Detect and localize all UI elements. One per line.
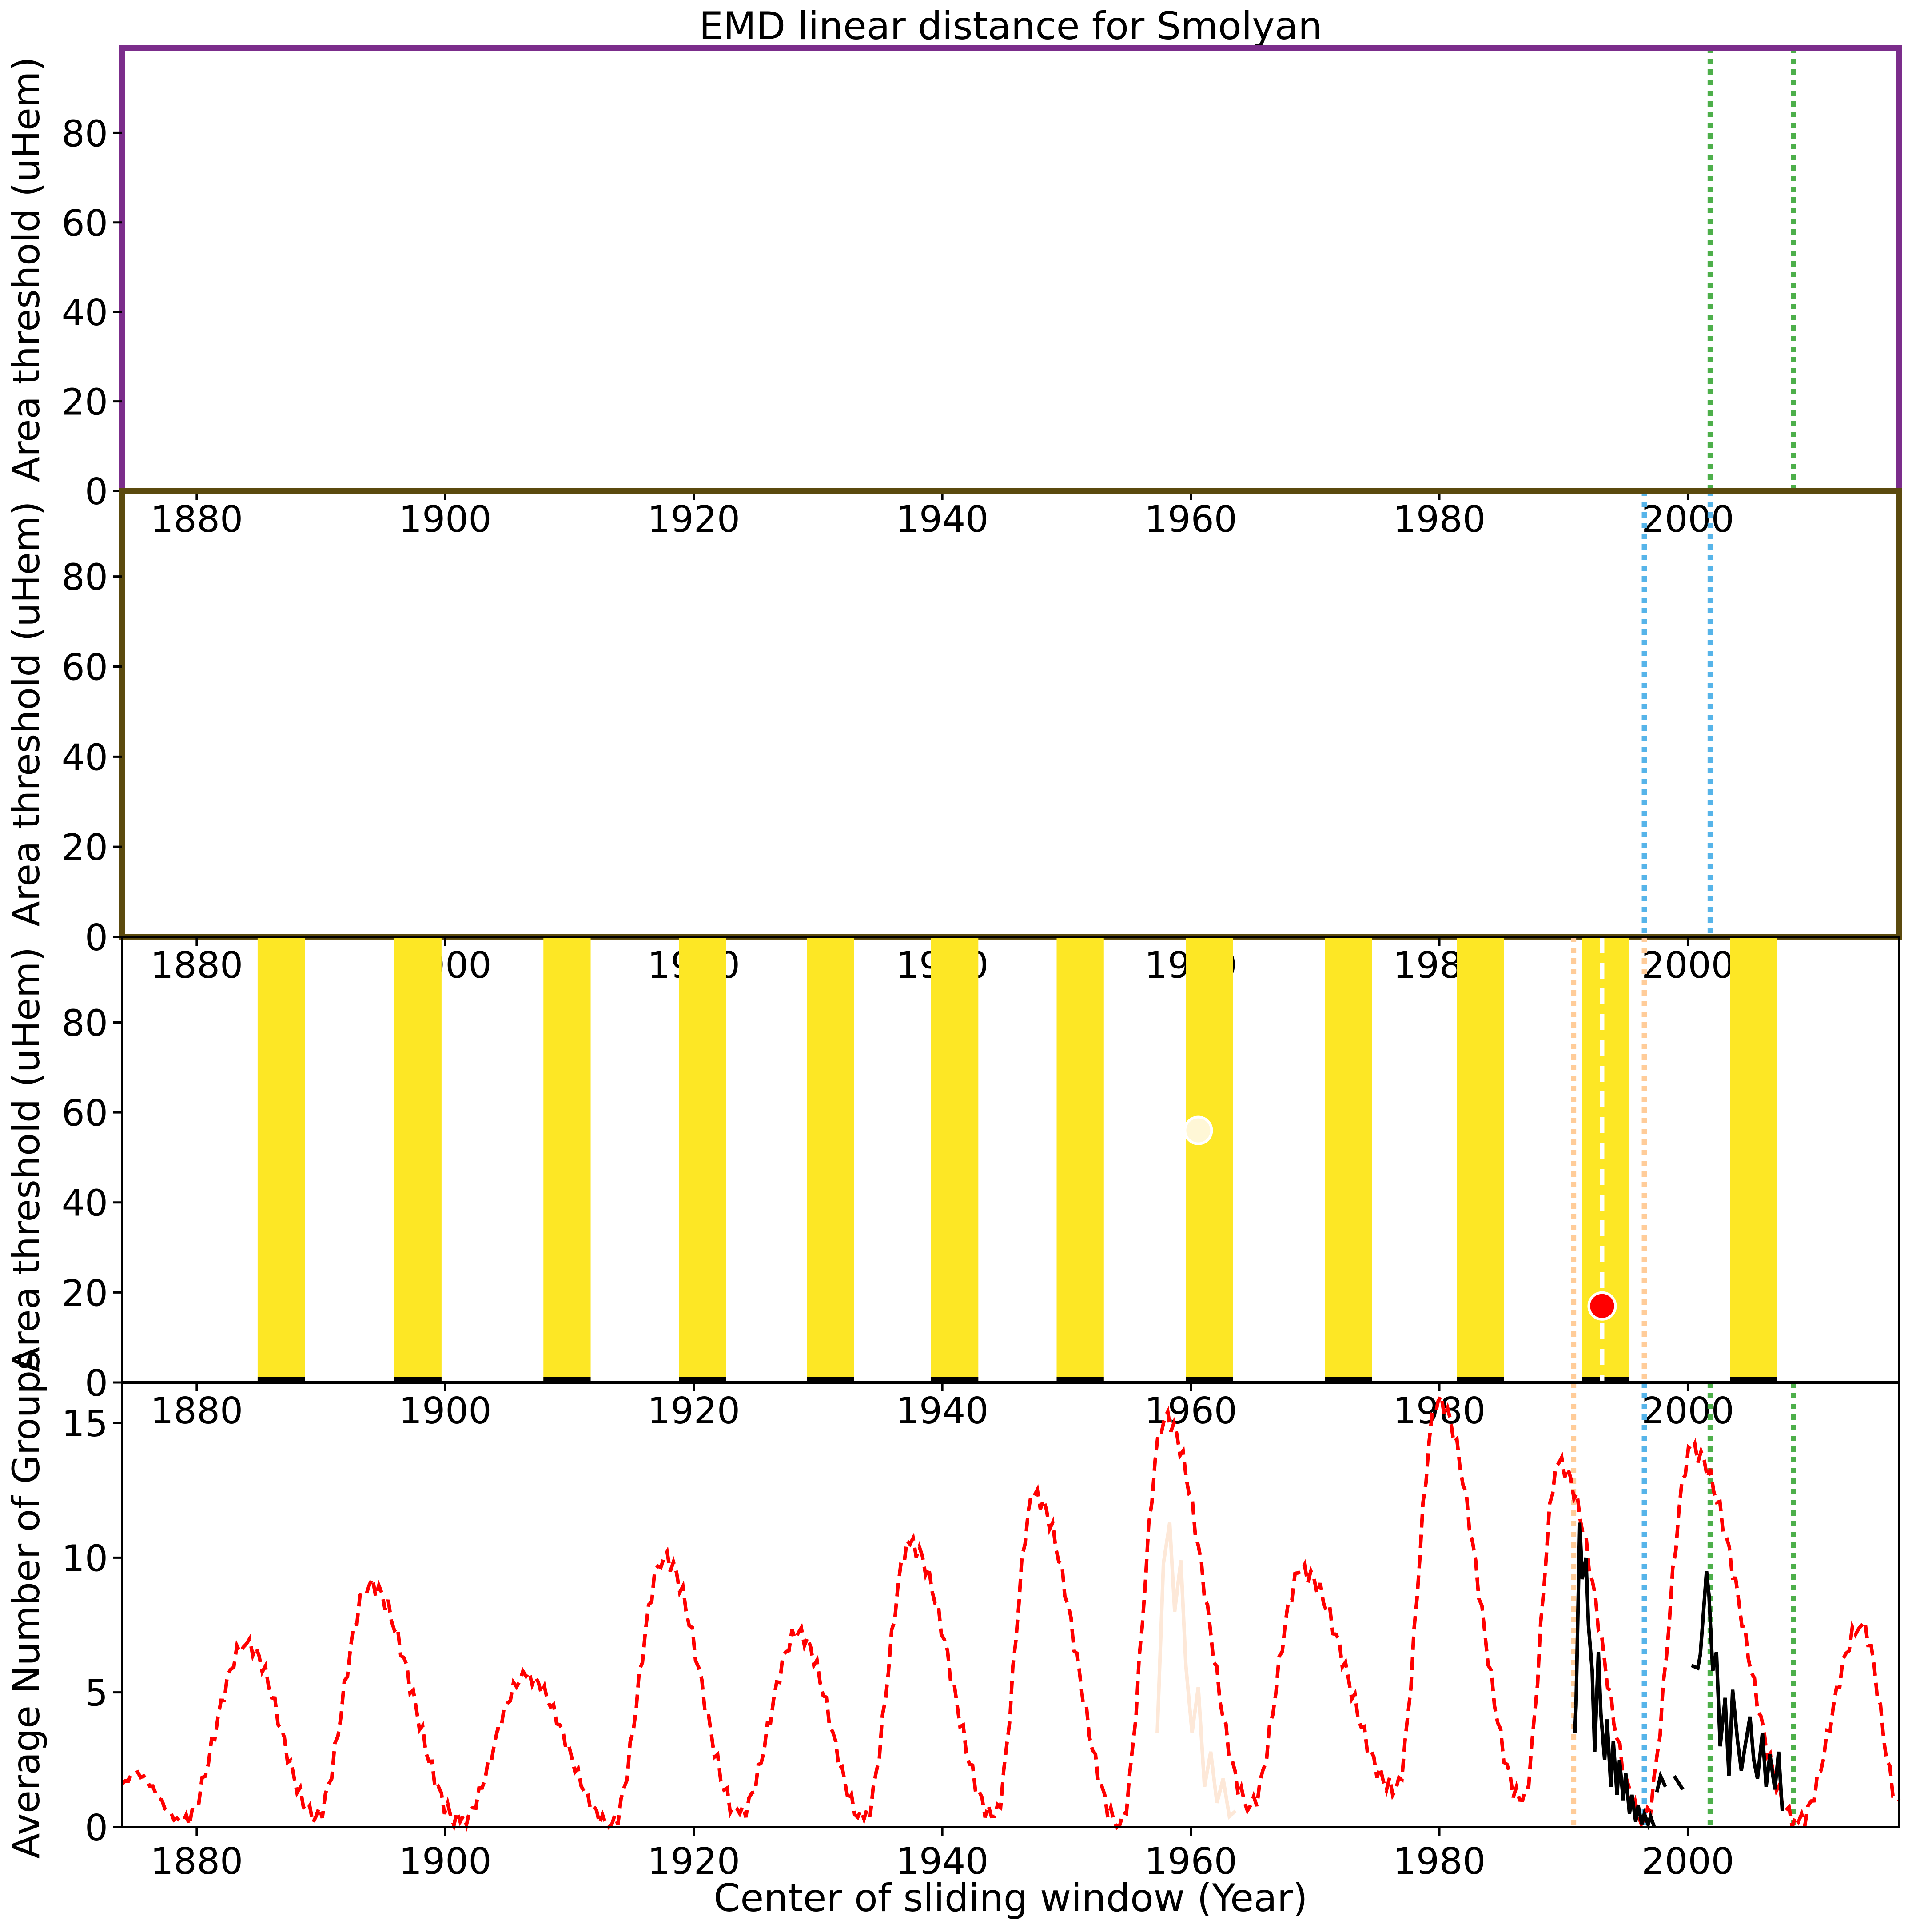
yellow-band xyxy=(1056,937,1104,1382)
panel-third: 0 20 40 60 80 1880 1900 1920 1940 1960 1980 2000 Are… xyxy=(4,936,1900,1432)
x-tick-label: 1900 xyxy=(399,498,492,541)
x-tick-label: 1960 xyxy=(1144,1390,1237,1432)
y-tick-label: 20 xyxy=(62,382,108,424)
x-tick-label: 1980 xyxy=(1393,1390,1486,1432)
y-tick-label: 15 xyxy=(62,1403,108,1445)
y-tick-label: 60 xyxy=(62,1092,108,1135)
panel-bottom: 0 5 10 15 1880 1900 1920 1940 1960 1980 2000 Averag… xyxy=(4,1351,1901,1883)
y-tick-label: 60 xyxy=(62,647,108,689)
marker-light xyxy=(1183,1115,1213,1145)
x-axis-label: Center of sliding window (Year) xyxy=(713,1876,1307,1920)
y-tick-label: 80 xyxy=(62,1002,108,1044)
x-tick-label: 1880 xyxy=(150,498,243,541)
yellow-band xyxy=(257,937,305,1382)
y-tick-label: 10 xyxy=(62,1538,108,1580)
yellow-band xyxy=(394,937,442,1382)
x-tick-label: 1940 xyxy=(896,1840,989,1883)
panel-second: 0 20 40 60 80 1880 1900 1920 1940 1960 1980 2000 Are… xyxy=(4,488,1902,987)
y-tick-label: 40 xyxy=(62,292,108,334)
y-tick-label: 20 xyxy=(62,1272,108,1315)
yellow-band xyxy=(1325,937,1372,1382)
black-series xyxy=(1573,1522,1656,1830)
x-tick-label: 1880 xyxy=(150,944,243,987)
y-axis-label: Average Number of Groups xyxy=(4,1351,48,1859)
y-tick-label: 80 xyxy=(62,557,108,599)
faint-series xyxy=(1155,1522,1237,1820)
y-tick-label: 60 xyxy=(62,203,108,245)
x-tick-label: 1960 xyxy=(1144,498,1237,541)
panel-border xyxy=(121,936,1900,1384)
y-tick-label: 80 xyxy=(62,113,108,155)
x-tick-label: 2000 xyxy=(1641,498,1734,541)
x-tick-label: 1900 xyxy=(399,1840,492,1883)
panel-top: 0 20 40 60 80 1880 1900 1920 1940 1960 1980 2000 Are… xyxy=(4,45,1902,541)
black-series xyxy=(1673,1775,1685,1791)
panel-border xyxy=(121,1381,1900,1828)
y-axis-label: Area threshold (uHem) xyxy=(4,947,48,1373)
yellow-band xyxy=(1457,937,1504,1382)
panel-border xyxy=(120,45,1902,494)
yellow-band xyxy=(679,937,726,1382)
y-tick-label: 0 xyxy=(85,471,108,513)
yellow-band xyxy=(931,937,979,1382)
x-tick-label: 1980 xyxy=(1393,1840,1486,1883)
y-tick-label: 0 xyxy=(85,917,108,959)
marker-red xyxy=(1587,1291,1617,1321)
x-tick-label: 1880 xyxy=(150,1840,243,1883)
x-tick-label: 1960 xyxy=(1144,1840,1237,1883)
x-tick-label: 1880 xyxy=(150,1390,243,1432)
x-tick-label: 1980 xyxy=(1393,498,1486,541)
y-tick-label: 5 xyxy=(85,1673,108,1715)
x-tick-label: 2000 xyxy=(1641,1840,1734,1883)
yellow-band xyxy=(807,937,854,1382)
y-axis-label: Area threshold (uHem) xyxy=(4,57,48,482)
x-tick-label: 1940 xyxy=(896,498,989,541)
y-tick-label: 20 xyxy=(62,827,108,869)
x-tick-label: 1900 xyxy=(399,1390,492,1432)
black-series xyxy=(1691,1571,1785,1811)
black-series xyxy=(1655,1770,1667,1793)
chart-title: EMD linear distance for Smolyan xyxy=(699,4,1322,48)
y-tick-label: 0 xyxy=(85,1362,108,1405)
x-tick-label: 2000 xyxy=(1641,1390,1734,1432)
y-tick-label: 40 xyxy=(62,1183,108,1225)
x-tick-label: 1920 xyxy=(647,498,740,541)
yellow-band xyxy=(1730,937,1777,1382)
y-axis-label: Area threshold (uHem) xyxy=(4,501,48,927)
y-tick-label: 40 xyxy=(62,737,108,779)
x-tick-label: 1920 xyxy=(647,1390,740,1432)
red-dashed-series xyxy=(121,1390,1901,1832)
x-tick-label: 1920 xyxy=(647,1840,740,1883)
panel-border xyxy=(120,488,1902,940)
y-tick-label: 0 xyxy=(85,1807,108,1849)
x-tick-label: 2000 xyxy=(1641,944,1734,987)
yellow-band xyxy=(543,937,591,1382)
x-tick-label: 1940 xyxy=(896,1390,989,1432)
yellow-band xyxy=(1186,937,1233,1382)
